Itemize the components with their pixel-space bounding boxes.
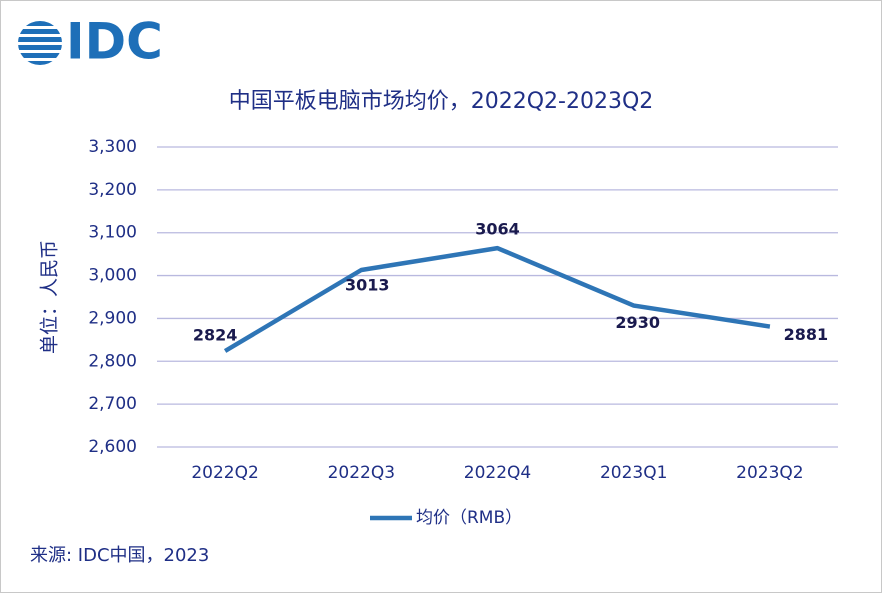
source-note: 来源: IDC中国，2023 — [30, 545, 209, 566]
y-tick-label: 3,200 — [88, 180, 137, 200]
x-tick-label: 2022Q3 — [328, 463, 395, 483]
legend-label: 均价（RMB） — [416, 508, 522, 528]
y-tick-label: 3,300 — [88, 137, 137, 157]
x-tick-label: 2023Q1 — [600, 463, 667, 483]
x-tick-label: 2022Q4 — [464, 463, 531, 483]
y-tick-label: 2,800 — [88, 351, 137, 371]
data-label: 3013 — [345, 276, 390, 295]
data-label: 2824 — [193, 326, 238, 345]
y-tick-label: 3,000 — [88, 266, 137, 286]
logo-globe — [18, 21, 62, 65]
data-label: 2881 — [784, 325, 829, 344]
y-tick-label: 2,900 — [88, 308, 137, 328]
x-tick-label: 2023Q2 — [736, 463, 803, 483]
y-tick-label: 3,100 — [88, 223, 137, 243]
chart-title: 中国平板电脑市场均价，2022Q2-2023Q2 — [229, 89, 654, 114]
logo-text: IDC — [66, 13, 163, 71]
data-label: 3064 — [475, 220, 520, 239]
line-series — [223, 245, 771, 353]
data-label: 2930 — [615, 313, 660, 332]
x-tick-label: 2022Q2 — [191, 463, 258, 483]
y-tick-label: 2,700 — [88, 394, 137, 414]
y-axis-label: 单位：人民币 — [39, 240, 61, 354]
y-tick-label: 2,600 — [88, 437, 137, 457]
